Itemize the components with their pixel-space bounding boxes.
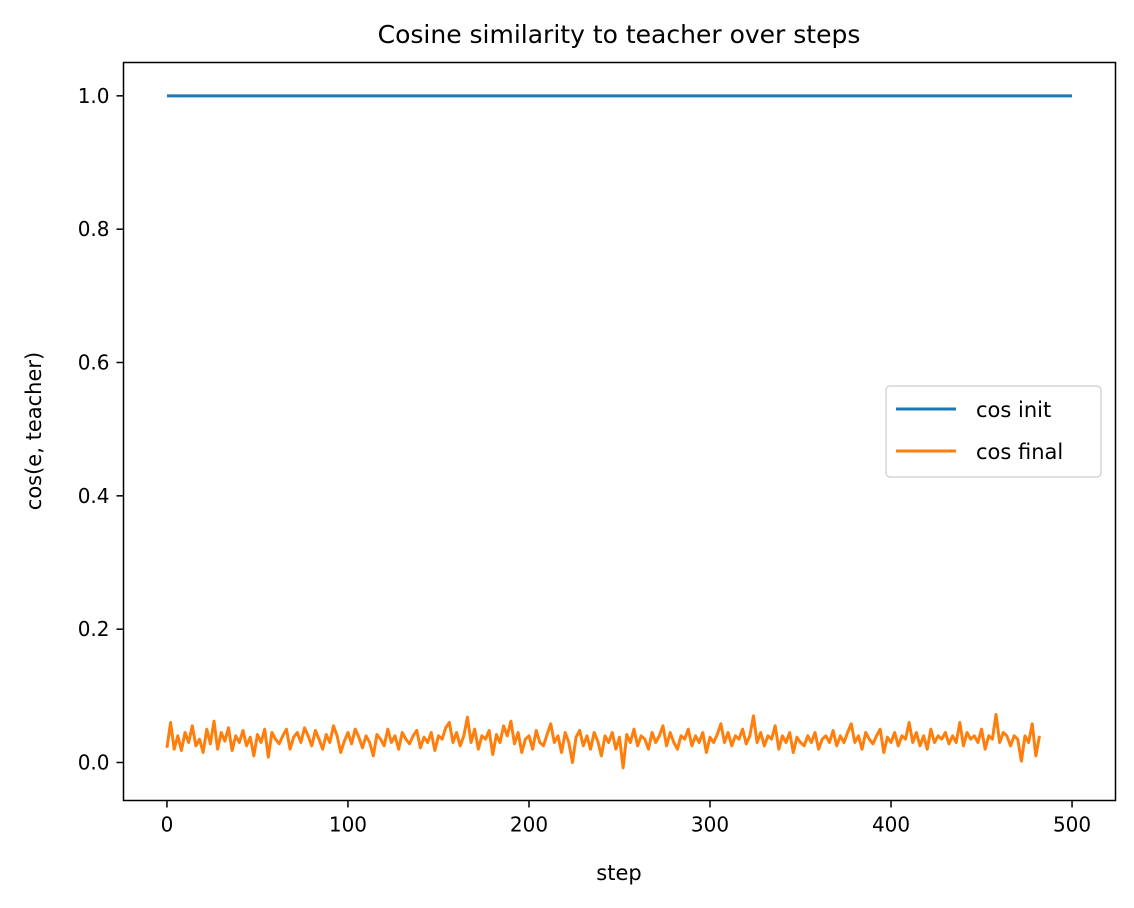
series-layer [165, 94, 1073, 770]
y-tick-label: 1.0 [78, 84, 110, 108]
legend-label-cos-final: cos final [976, 440, 1063, 464]
y-tick-label: 0.2 [78, 617, 110, 641]
x-tick-label: 200 [510, 813, 548, 837]
x-tick-label: 400 [872, 813, 910, 837]
x-tick-label: 300 [691, 813, 729, 837]
ticks-layer: 0 100 200 300 400 500 0.0 0.2 0.4 0.6 0.8 1.0 [78, 84, 1091, 837]
x-axis-label: step [596, 861, 641, 885]
y-axis-label: cos(e, teacher) [22, 352, 46, 510]
x-tick-label: 500 [1053, 813, 1091, 837]
y-tick-label: 0.8 [78, 217, 110, 241]
y-tick-label: 0.6 [78, 351, 110, 375]
y-tick-label: 0.4 [78, 484, 110, 508]
chart-title: Cosine similarity to teacher over steps [378, 20, 861, 49]
legend-label-cos-init: cos init [976, 398, 1051, 422]
x-tick-label: 100 [329, 813, 367, 837]
plot-frame [122, 61, 1117, 802]
y-tick-label: 0.0 [78, 751, 110, 775]
legend: cos init cos final [885, 385, 1102, 478]
series-line-cos-final [165, 713, 1041, 770]
x-tick-label: 0 [161, 813, 174, 837]
